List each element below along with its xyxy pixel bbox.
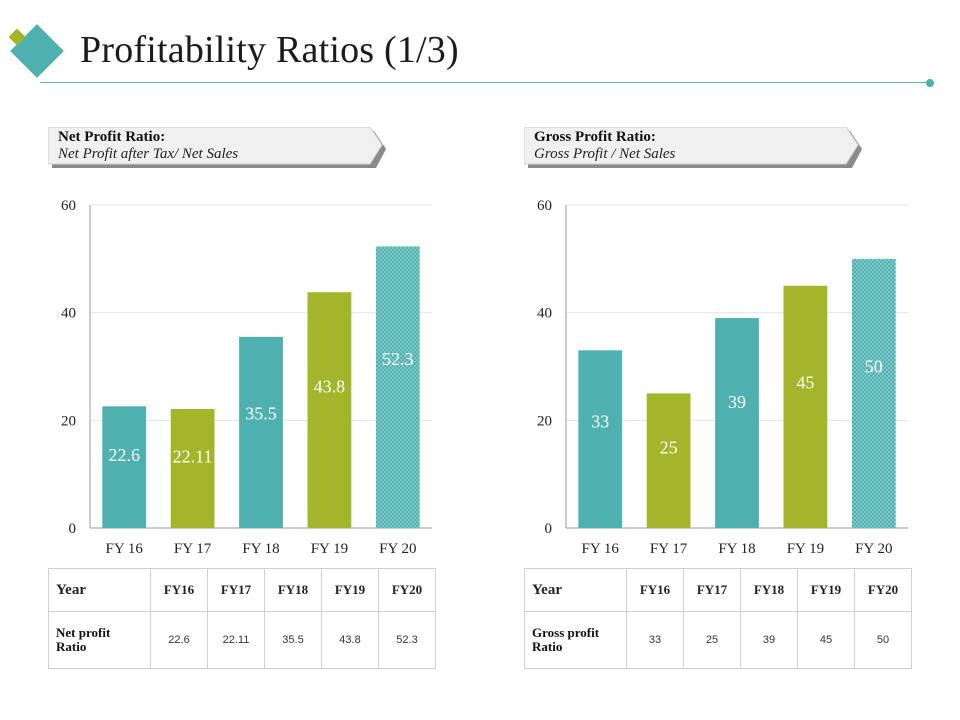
net-profit-table: Year FY16 FY17 FY18 FY19 FY20 Net profit… xyxy=(48,568,436,669)
x-tick-label: FY 17 xyxy=(650,541,688,557)
title-divider-dot xyxy=(926,79,934,87)
bar-data-label: 52.3 xyxy=(382,349,414,369)
x-tick-label: FY 20 xyxy=(855,541,892,557)
net-profit-banner-formula: Net Profit after Tax/ Net Sales xyxy=(58,146,239,162)
y-tick-label: 20 xyxy=(537,413,552,429)
x-tick-label: FY 18 xyxy=(718,541,755,557)
bar-data-label: 22.11 xyxy=(173,447,213,467)
table-row-label-line2: Ratio xyxy=(532,639,563,654)
bar-fy-16 xyxy=(578,350,623,528)
net-profit-bar-chart: 0 20 40 60 22.6 FY 16 22.11 FY 17 35.5 FY 18 43.8 F… xyxy=(61,198,432,557)
table-cell: 45 xyxy=(797,611,855,669)
table-col-fy20: FY20 xyxy=(378,568,436,612)
table-cell: 39 xyxy=(740,611,798,669)
table-header-row: Year FY16 FY17 FY18 FY19 FY20 xyxy=(524,568,912,612)
table-row: Gross profit Ratio 33 25 39 45 50 xyxy=(524,611,912,669)
bar-fy-17 xyxy=(646,393,691,528)
gross-profit-banner-formula: Gross Profit / Net Sales xyxy=(534,146,676,162)
table-cell: 35.5 xyxy=(264,611,322,669)
bar-data-label: 22.6 xyxy=(108,445,140,465)
x-tick-label: FY 16 xyxy=(582,541,620,557)
gross-profit-table: Year FY16 FY17 FY18 FY19 FY20 Gross prof… xyxy=(524,568,912,669)
y-tick-label: 60 xyxy=(537,198,552,214)
title-divider xyxy=(40,82,930,83)
table-col-fy18: FY18 xyxy=(740,568,798,612)
table-row-label: Gross profit Ratio xyxy=(524,611,627,669)
x-tick-label: FY 20 xyxy=(379,541,416,557)
x-tick-label: FY 16 xyxy=(106,541,144,557)
table-cell: 25 xyxy=(683,611,741,669)
table-col-fy19: FY19 xyxy=(797,568,855,612)
bar-data-label: 39 xyxy=(728,392,746,412)
bar-fy-19 xyxy=(783,285,828,528)
bar-fy-17 xyxy=(170,408,215,528)
gross-profit-banner-title: Gross Profit Ratio: xyxy=(534,129,656,145)
table-col-fy16: FY16 xyxy=(150,568,208,612)
table-cell: 52.3 xyxy=(378,611,436,669)
x-tick-label: FY 17 xyxy=(174,541,212,557)
bar-fy-19 xyxy=(307,292,352,528)
table-header-year: Year xyxy=(524,568,627,612)
table-cell: 22.11 xyxy=(207,611,265,669)
table-cell: 33 xyxy=(626,611,684,669)
y-tick-label: 0 xyxy=(545,521,553,537)
logo-diamond-icon xyxy=(8,24,64,78)
table-row: Net profit Ratio 22.6 22.11 35.5 43.8 52.… xyxy=(48,611,436,669)
table-row-label-line2: Ratio xyxy=(56,639,87,654)
net-profit-banner xyxy=(48,127,388,169)
y-tick-label: 20 xyxy=(61,413,76,429)
bar-data-label: 35.5 xyxy=(245,403,277,423)
table-header-year: Year xyxy=(48,568,151,612)
table-header-row: Year FY16 FY17 FY18 FY19 FY20 xyxy=(48,568,436,612)
bar-data-label: 50 xyxy=(865,357,883,377)
bar-data-label: 45 xyxy=(796,373,814,393)
bar-fy-18 xyxy=(715,318,759,528)
x-tick-label: FY 19 xyxy=(311,541,348,557)
bar-data-label: 43.8 xyxy=(314,377,346,397)
y-tick-label: 60 xyxy=(61,198,76,214)
table-col-fy20: FY20 xyxy=(854,568,912,612)
net-profit-panel: Net Profit Ratio: Net Profit after Tax/ … xyxy=(48,0,448,720)
table-col-fy16: FY16 xyxy=(626,568,684,612)
gross-profit-panel: Gross Profit Ratio: Gross Profit / Net S… xyxy=(524,0,924,720)
gross-profit-bar-chart: 0 20 40 60 33 FY 16 25 FY 17 39 FY 18 45 FY 19 50 FY … xyxy=(537,198,908,557)
table-row-label-line1: Net profit xyxy=(56,625,111,640)
table-row-label: Net profit Ratio xyxy=(48,611,151,669)
bar-fy-18 xyxy=(239,336,283,528)
bar-fy-20 xyxy=(851,258,896,528)
table-col-fy17: FY17 xyxy=(683,568,741,612)
bar-data-label: 25 xyxy=(660,437,678,457)
table-row-label-line1: Gross profit xyxy=(532,625,600,640)
y-tick-label: 40 xyxy=(61,306,76,322)
table-col-fy18: FY18 xyxy=(264,568,322,612)
table-cell: 43.8 xyxy=(321,611,379,669)
bar-fy-16 xyxy=(102,406,147,528)
table-col-fy19: FY19 xyxy=(321,568,379,612)
x-tick-label: FY 18 xyxy=(242,541,279,557)
y-tick-label: 0 xyxy=(69,521,77,537)
y-tick-label: 40 xyxy=(537,306,552,322)
table-col-fy17: FY17 xyxy=(207,568,265,612)
table-cell: 22.6 xyxy=(150,611,208,669)
bar-data-label: 33 xyxy=(591,411,609,431)
gross-profit-banner xyxy=(524,127,864,169)
net-profit-banner-title: Net Profit Ratio: xyxy=(58,129,166,145)
table-cell: 50 xyxy=(854,611,912,669)
x-tick-label: FY 19 xyxy=(787,541,824,557)
bar-fy-20 xyxy=(375,246,420,528)
page-title: Profitability Ratios (1/3) xyxy=(80,29,459,71)
